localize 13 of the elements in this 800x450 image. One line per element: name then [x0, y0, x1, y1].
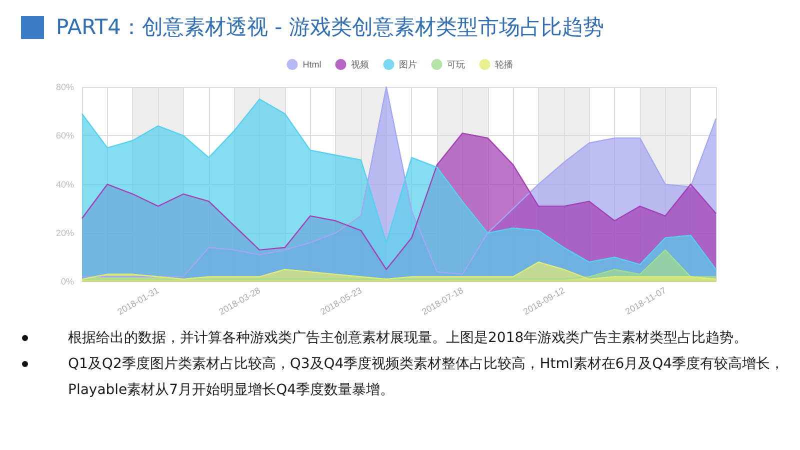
legend-label: 轮播 — [495, 60, 514, 70]
legend-label: Html — [302, 60, 322, 70]
y-tick-label: 20% — [56, 228, 74, 238]
text: 根据给出的数据，并计算各种游戏类广告主创意素材展现量。上图是2018年游戏类广告主素材类型占比趋势。 — [68, 330, 748, 346]
y-tick-label: 0% — [60, 276, 74, 287]
y-tick-label: 40% — [56, 179, 74, 190]
y-tick-label: 60% — [56, 130, 74, 141]
legend-label: 图片 — [399, 60, 418, 70]
legend-label: 视频 — [351, 60, 370, 70]
legend-label: 可玩 — [447, 60, 466, 70]
chart-title: PART4：创意素材透视 - 游戏类创意素材类型市场占比趋势 — [56, 14, 604, 41]
text: Q1及Q2季度图片类素材占比较高，Q3及Q4季度视频类素材整体占比较高，Html素材在6月及Q4季度有较高增长，Playable素材从7月开始明显增长Q4季度数量暴增。 — [68, 356, 784, 398]
y-tick-label: 80% — [56, 82, 74, 92]
